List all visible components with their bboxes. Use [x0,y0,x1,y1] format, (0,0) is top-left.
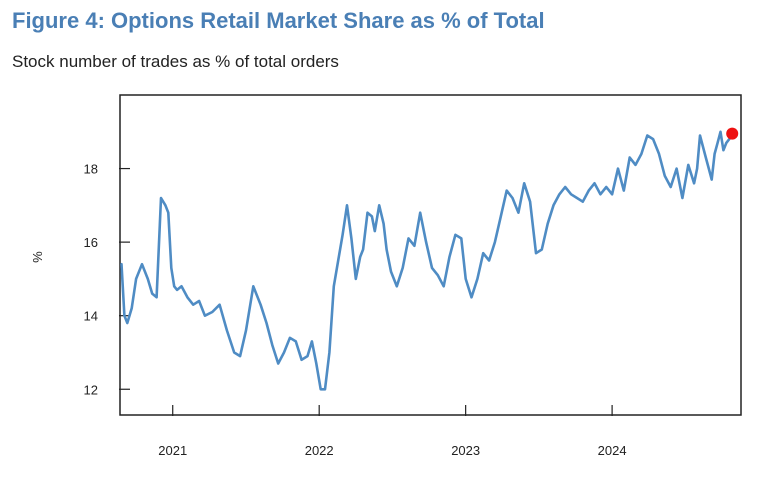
y-tick-label: 12 [84,382,98,397]
x-tick-label: 2022 [305,443,334,458]
series-group [120,127,739,391]
x-tick-label: 2024 [598,443,627,458]
plot-frame [119,94,742,416]
chart-subtitle: Stock number of trades as % of total ord… [12,52,339,71]
y-tick-label: 18 [84,162,98,177]
y-ticks: 12 14 16 18 [84,162,130,397]
x-tick-label: 2021 [158,443,187,458]
latest-value-marker [726,127,739,140]
chart-title: Figure 4: Options Retail Market Share as… [12,8,545,33]
y-tick-label: 14 [84,309,98,324]
y-axis-label: % [30,251,45,263]
x-tick-label: 2023 [451,443,480,458]
x-ticks: 2021 2022 2023 2024 [158,405,627,458]
y-tick-label: 16 [84,235,98,250]
series-line [120,130,733,391]
